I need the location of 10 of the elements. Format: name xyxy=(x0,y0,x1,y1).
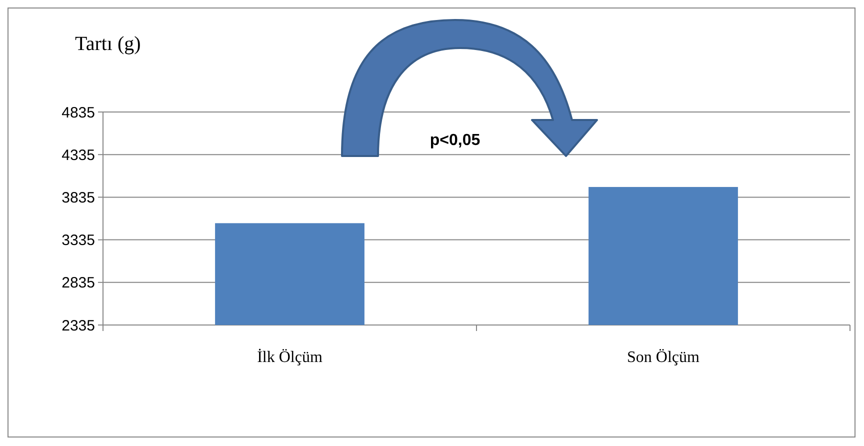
annotation: p<0,05 xyxy=(430,132,480,149)
y-tick-label: 2835 xyxy=(62,274,95,292)
y-tick-label: 4835 xyxy=(62,104,95,122)
y-tick-label: 4335 xyxy=(62,146,95,164)
x-tick-label: Son Ölçüm xyxy=(627,349,700,366)
y-tick-label: 3335 xyxy=(62,232,95,250)
y-tick-label: 2335 xyxy=(62,317,95,334)
y-axis-title: Tartı (g) xyxy=(75,33,141,55)
y-tick-label: 3835 xyxy=(62,189,95,206)
x-tick-label: İlk Ölçüm xyxy=(257,348,323,366)
